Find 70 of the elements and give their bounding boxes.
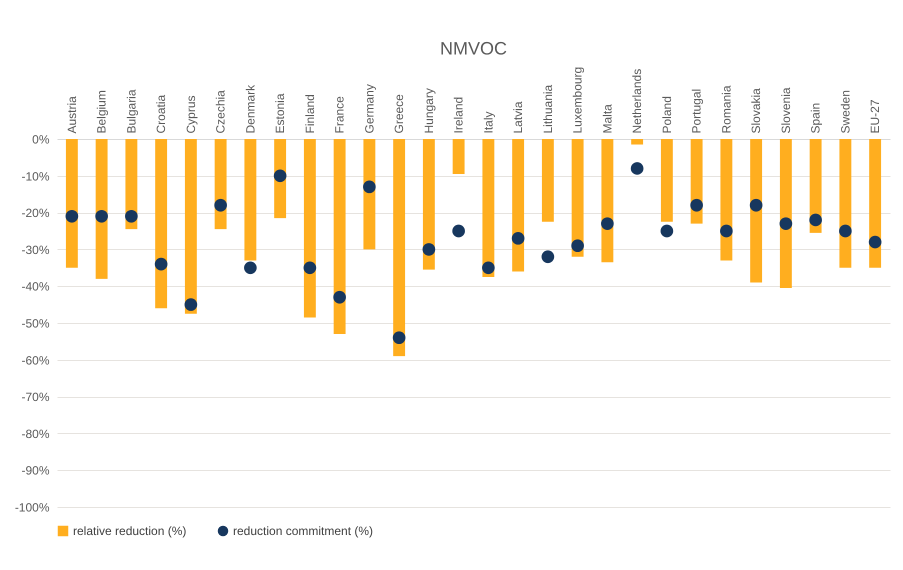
x-tick-label: Spain <box>808 102 823 134</box>
x-tick-label: Ireland <box>452 96 466 134</box>
x-tick-label: Germany <box>362 84 376 134</box>
point <box>868 236 882 248</box>
point <box>571 239 584 252</box>
x-tick-label: Slovakia <box>749 88 764 134</box>
point <box>452 224 465 238</box>
x-tick-label: Lithuania <box>540 84 555 134</box>
x-tick-label: Finland <box>302 94 317 134</box>
x-tick-label: Bulgaria <box>124 89 138 134</box>
y-tick-label: -60% <box>21 353 50 368</box>
x-tick-label: EU-27 <box>868 99 882 134</box>
point <box>780 217 792 230</box>
point <box>839 224 852 238</box>
x-tick-label: Czechia <box>214 90 228 134</box>
y-tick-label: -50% <box>21 316 50 330</box>
y-tick-label: -40% <box>21 280 50 294</box>
y-tick-label: -80% <box>21 426 50 441</box>
x-tick-label: Belgium <box>94 90 109 134</box>
point <box>720 224 733 238</box>
point <box>304 261 316 274</box>
point <box>809 214 822 226</box>
x-tick-label: Portugal <box>690 88 704 134</box>
y-tick-label: -30% <box>21 242 50 257</box>
point <box>542 250 554 264</box>
point <box>660 224 674 238</box>
y-tick-label: -20% <box>21 206 50 220</box>
legend-label: relative reduction (%) <box>73 524 186 538</box>
x-tick-label: Denmark <box>243 84 258 134</box>
x-tick-label: Romania <box>719 85 734 134</box>
x-tick-label: Hungary <box>422 88 436 134</box>
point <box>630 162 644 175</box>
x-tick-label: Greece <box>392 94 406 134</box>
x-tick-label: Latvia <box>511 101 526 134</box>
x-tick-label: Poland <box>660 96 674 134</box>
y-tick-label: -10% <box>21 169 50 184</box>
x-tick-label: Croatia <box>154 94 168 134</box>
y-tick-label: -90% <box>21 464 50 478</box>
point <box>95 210 108 223</box>
x-tick-label: Italy <box>481 111 496 134</box>
chart-title: NMVOC <box>440 38 507 58</box>
x-tick-label: Austria <box>64 96 79 134</box>
point <box>750 198 762 212</box>
point <box>244 261 257 274</box>
y-tick-label: 0% <box>32 132 50 146</box>
point <box>690 198 703 212</box>
point <box>274 169 286 182</box>
x-tick-label: Cyprus <box>184 95 198 134</box>
point <box>66 210 78 223</box>
point <box>154 258 168 270</box>
x-tick-label: Slovenia <box>778 87 793 134</box>
point <box>392 331 406 344</box>
point <box>512 232 524 245</box>
point <box>214 198 227 212</box>
y-tick-label: -70% <box>21 390 50 404</box>
point <box>125 210 138 223</box>
point <box>333 290 346 304</box>
x-tick-label: Luxembourg <box>570 66 585 134</box>
point <box>184 298 198 311</box>
x-tick-label: Sweden <box>838 90 852 134</box>
x-tick-label: Netherlands <box>630 68 644 134</box>
y-tick-label: -100% <box>14 500 50 514</box>
point <box>363 180 376 194</box>
point <box>601 217 614 230</box>
x-tick-label: France <box>332 96 347 134</box>
legend-label: reduction commitment (%) <box>233 524 374 538</box>
point <box>482 261 495 274</box>
point <box>422 243 436 256</box>
x-tick-label: Estonia <box>273 93 288 134</box>
x-tick-label: Malta <box>600 104 614 134</box>
